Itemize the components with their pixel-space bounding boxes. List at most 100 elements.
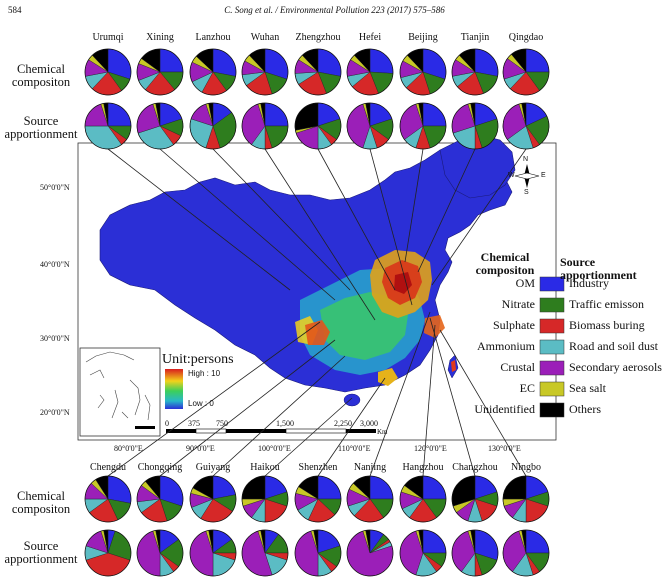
legend-chem-label: Unidentified [474, 402, 535, 416]
pie-bottom-source [451, 529, 499, 577]
connector-top [212, 148, 351, 291]
pie-top-source [346, 102, 394, 150]
pie-bottom-chemical [399, 475, 447, 523]
pie-bottom-source [136, 529, 184, 577]
city-label-bottom: Ningbo [511, 462, 541, 473]
city-label-top: Urumqi [92, 32, 124, 43]
lon-label-100: 100°0'0"E [258, 444, 291, 453]
pie-bottom-source [399, 529, 447, 577]
pie-slice [212, 48, 237, 77]
connector-bottom [317, 377, 386, 477]
pie-top-chemical [189, 48, 237, 96]
city-label-top: Hefei [358, 32, 382, 43]
connector-top [159, 148, 336, 301]
compass-s: S [524, 189, 529, 196]
connector-bottom [159, 339, 336, 477]
pie-bottom-chemical [136, 475, 184, 523]
pie-charts [84, 48, 550, 577]
city-label-bottom: Changzhou [452, 462, 498, 473]
legend-swatch [539, 360, 565, 376]
legend-swatches [539, 276, 565, 418]
connector-bottom [212, 355, 346, 477]
pie-top-chemical [399, 48, 447, 96]
pie-top-source [189, 102, 237, 150]
legend-source-label: Secondary aerosols [569, 360, 662, 374]
connector-lines [107, 148, 527, 477]
legend-source-label: Others [569, 402, 601, 416]
pie-bottom-source [502, 529, 550, 577]
unit-high: High : 10 [188, 369, 221, 378]
legend-swatch [539, 339, 565, 355]
lat-label-30: 30°0'0"N [40, 334, 70, 343]
pie-top-chemical [84, 48, 132, 96]
scale-tick-1500: 1,500 [276, 419, 294, 428]
pie-slice [294, 102, 319, 131]
pie-top-chemical [294, 48, 342, 96]
legend-chemical-title: Chemical compositon [475, 250, 535, 277]
pie-slice [369, 48, 394, 74]
connector-top [317, 148, 396, 291]
lon-label-90: 90°0'0"E [186, 444, 215, 453]
unit-low: Low : 0 [188, 399, 214, 408]
compass-e: E [541, 172, 546, 179]
connector-top [417, 148, 476, 273]
connector-bottom [107, 321, 321, 477]
pie-top-source [136, 102, 184, 150]
city-label-bottom: Hangzhou [402, 462, 444, 473]
pie-top-source [294, 102, 342, 150]
legend-source-label: Road and soil dust [569, 339, 658, 353]
legend-chem-label: OM [515, 276, 535, 290]
legend-swatch [539, 402, 565, 418]
row-label-source-bottom: Source apportionment [4, 539, 78, 566]
compass-w: W [508, 172, 515, 179]
population-color-ramp [165, 369, 183, 409]
pie-top-chemical [346, 48, 394, 96]
scale-tick-0: 0 [165, 419, 169, 428]
pie-bottom-source [189, 529, 237, 577]
pie-bottom-chemical [451, 475, 499, 523]
pie-top-source [451, 102, 499, 150]
lat-label-50: 50°0'0"N [40, 183, 70, 192]
legend-chem-label: Nitrate [501, 297, 535, 311]
lon-label-120: 120°0'0"E [414, 444, 447, 453]
inset-scale-bar [135, 426, 155, 429]
legend-swatch [539, 318, 565, 334]
row-label-source-top: Source apportionment [4, 114, 78, 141]
running-title: C. Song et al. / Environmental Pollution… [224, 5, 445, 15]
scale-tick-3000: 3,000 [360, 419, 378, 428]
scale-unit: Km [377, 428, 388, 436]
pie-bottom-source [294, 529, 342, 577]
city-label-bottom: Chengdu [89, 462, 127, 473]
legend-chem-label: Ammonium [476, 339, 535, 353]
city-label-bottom: Guiyang [195, 462, 231, 473]
china-map [99, 134, 516, 407]
legend-chem-label: EC [519, 381, 535, 395]
lon-label-80: 80°0'0"E [114, 444, 143, 453]
row-label-chemical-bottom: Chemical compositon [11, 489, 71, 516]
connector-top [431, 148, 527, 286]
lat-label-40: 40°0'0"N [40, 260, 70, 269]
legend-swatch [539, 381, 565, 397]
pie-bottom-source [84, 529, 132, 577]
legend-source-label: Biomass buring [569, 318, 645, 332]
pie-bottom-source [241, 529, 289, 577]
connector-top [107, 148, 291, 291]
legend-source-title: Source apportionment [560, 255, 637, 282]
pie-bottom-chemical [241, 475, 289, 523]
legend-swatch [539, 297, 565, 313]
pie-top-source [241, 102, 289, 150]
connector-bottom [439, 329, 527, 477]
pie-top-chemical [241, 48, 289, 96]
connector-bottom [369, 311, 431, 477]
city-label-top: Wuhan [250, 32, 280, 43]
connector-top [264, 148, 376, 321]
connector-bottom [264, 397, 353, 477]
lon-label-130: 130°0'0"E [488, 444, 521, 453]
legend-swatch [539, 276, 565, 292]
row-label-chemical-top: Chemical compositon [11, 62, 71, 89]
city-label-top: Zhengzhou [295, 32, 341, 43]
connector-bottom [422, 324, 436, 477]
city-label-top: Lanzhou [195, 32, 231, 43]
pie-top-chemical [502, 48, 550, 96]
compass-icon [514, 164, 540, 188]
